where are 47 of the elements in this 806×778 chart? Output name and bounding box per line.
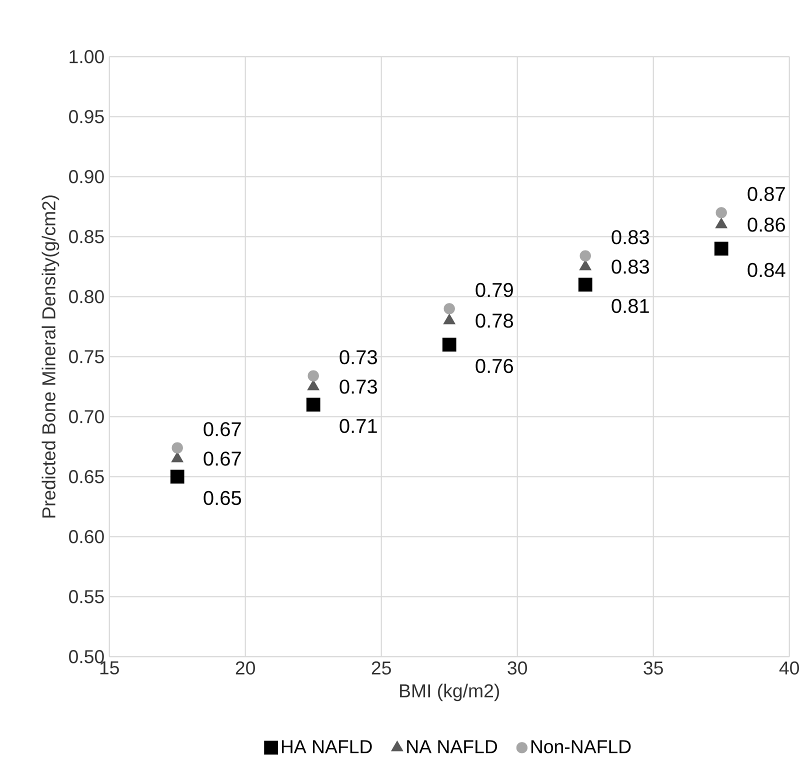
legend-label: NA NAFLD — [407, 740, 498, 754]
data-label: 0.84 — [748, 262, 786, 278]
point — [714, 242, 728, 256]
y-tick-label: 1.00 — [70, 50, 104, 64]
data-label: 0.67 — [204, 452, 241, 466]
point — [442, 338, 456, 352]
y-tick-label: 0.50 — [69, 650, 104, 664]
legend-label: Non-NAFLD — [531, 740, 631, 754]
point — [716, 207, 727, 218]
data-label: 0.71 — [340, 418, 377, 434]
data-label: 0.81 — [612, 298, 649, 314]
x-tick-label: 40 — [779, 661, 799, 675]
x-tick-label: 30 — [508, 661, 527, 675]
point — [444, 303, 455, 314]
y-tick-label: 0.65 — [69, 470, 104, 484]
data-label: 0.78 — [476, 314, 513, 328]
point — [306, 398, 320, 412]
data-label: 0.67 — [204, 422, 241, 436]
x-axis-title: BMI (kg/m2) — [400, 684, 499, 702]
point — [170, 470, 184, 484]
y-tick-label: 0.55 — [69, 590, 104, 604]
y-tick-label: 0.80 — [69, 290, 104, 304]
y-tick-label: 0.75 — [69, 350, 104, 364]
y-tick-label: 0.70 — [69, 410, 104, 424]
x-tick-label: 25 — [372, 661, 391, 675]
point — [308, 370, 319, 382]
data-label: 0.73 — [340, 380, 377, 394]
point — [172, 442, 183, 454]
data-label: 0.73 — [340, 350, 377, 364]
data-label: 0.76 — [476, 358, 513, 374]
y-tick-label: 0.95 — [69, 110, 104, 124]
x-tick-label: 15 — [100, 661, 119, 674]
y-axis-title: Predicted Bone Mineral Density(g/cm2) — [42, 196, 60, 518]
y-tick-label: 0.85 — [69, 230, 104, 244]
x-tick-label: 35 — [644, 661, 663, 675]
data-label: 0.86 — [748, 218, 785, 232]
data-label: 0.83 — [612, 230, 649, 244]
data-label: 0.83 — [612, 260, 649, 274]
data-label: 0.87 — [748, 186, 785, 202]
y-tick-label: 0.90 — [69, 170, 104, 184]
point — [578, 278, 592, 292]
point — [580, 250, 591, 262]
data-label: 0.79 — [476, 282, 513, 298]
data-label: 0.65 — [204, 490, 242, 506]
x-tick-label: 20 — [236, 661, 255, 675]
legend-label: HA NAFLD — [282, 740, 372, 754]
y-tick-label: 0.60 — [69, 530, 104, 544]
